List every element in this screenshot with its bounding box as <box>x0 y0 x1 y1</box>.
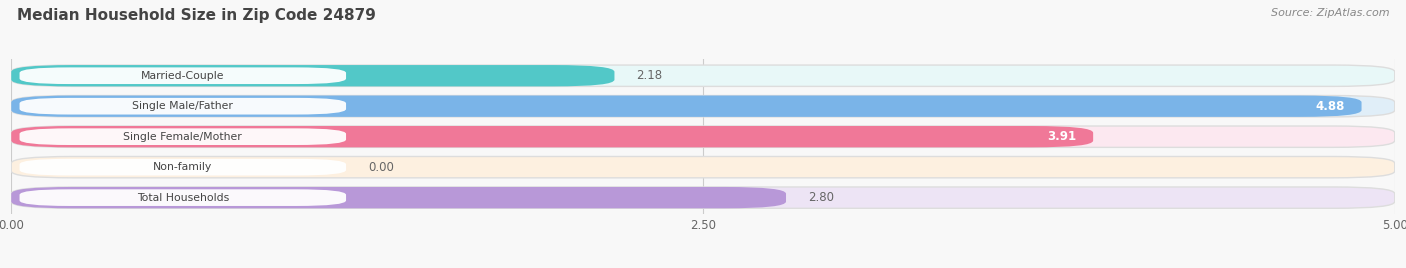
FancyBboxPatch shape <box>11 126 1395 147</box>
FancyBboxPatch shape <box>11 65 1395 86</box>
FancyBboxPatch shape <box>11 157 1395 178</box>
FancyBboxPatch shape <box>11 65 614 86</box>
Text: Total Households: Total Households <box>136 193 229 203</box>
Text: Single Female/Mother: Single Female/Mother <box>124 132 242 142</box>
FancyBboxPatch shape <box>20 98 346 114</box>
Text: Source: ZipAtlas.com: Source: ZipAtlas.com <box>1271 8 1389 18</box>
FancyBboxPatch shape <box>11 187 786 208</box>
FancyBboxPatch shape <box>11 95 1361 117</box>
Text: 3.91: 3.91 <box>1047 130 1077 143</box>
FancyBboxPatch shape <box>11 187 1395 208</box>
Text: 2.80: 2.80 <box>808 191 834 204</box>
Text: Single Male/Father: Single Male/Father <box>132 101 233 111</box>
Text: Median Household Size in Zip Code 24879: Median Household Size in Zip Code 24879 <box>17 8 375 23</box>
FancyBboxPatch shape <box>20 128 346 145</box>
FancyBboxPatch shape <box>20 68 346 84</box>
Text: Married-Couple: Married-Couple <box>141 71 225 81</box>
FancyBboxPatch shape <box>20 189 346 206</box>
Text: 0.00: 0.00 <box>368 161 394 174</box>
Text: Non-family: Non-family <box>153 162 212 172</box>
FancyBboxPatch shape <box>11 126 1092 147</box>
FancyBboxPatch shape <box>20 159 346 176</box>
FancyBboxPatch shape <box>11 95 1395 117</box>
Text: 2.18: 2.18 <box>637 69 662 82</box>
Text: 4.88: 4.88 <box>1316 100 1346 113</box>
